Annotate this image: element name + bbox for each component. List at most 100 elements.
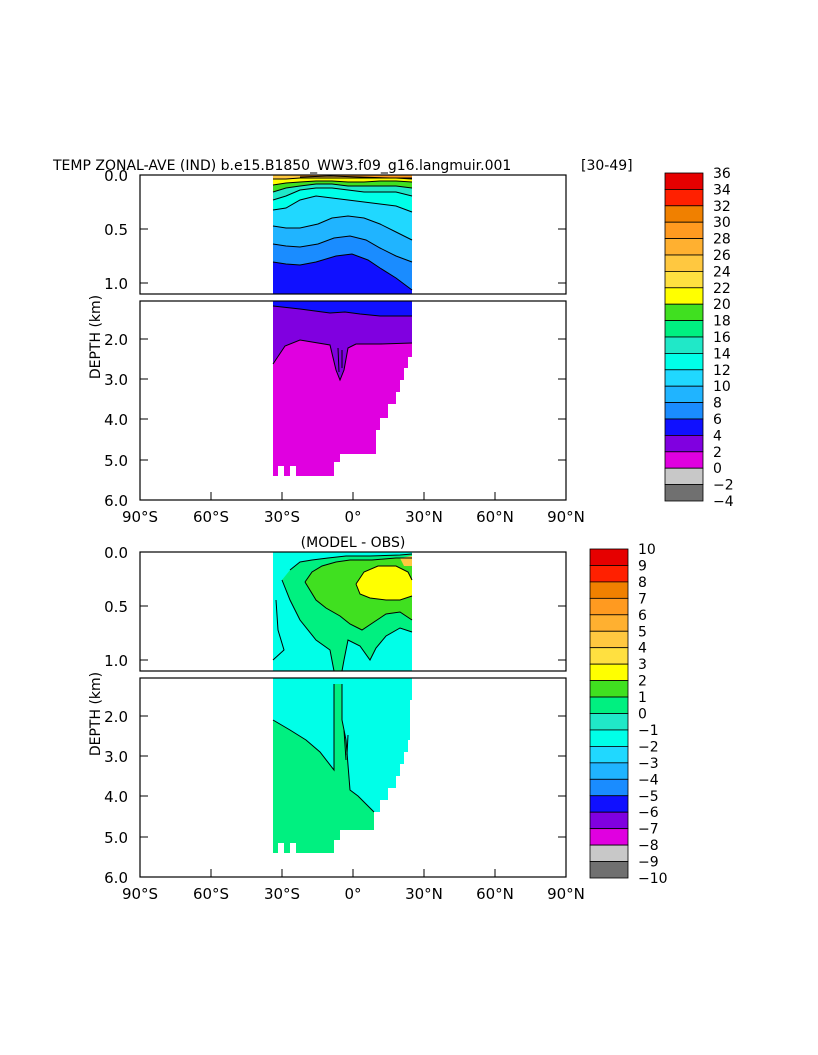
isotherm-band-12-14 <box>273 196 412 240</box>
top-lower-contour-lines <box>272 305 413 382</box>
x-tick-label: 60°N <box>476 885 514 903</box>
colorbar-swatch <box>589 861 629 879</box>
colorbar-swatch <box>664 451 704 469</box>
colorbar-swatch <box>589 795 629 813</box>
colorbar-swatch <box>589 630 629 649</box>
colorbar-label: 18 <box>713 314 731 330</box>
y-tick-label: 5.0 <box>104 452 128 470</box>
colorbar-label: −3 <box>638 756 659 772</box>
y-tick-label: 2.0 <box>104 708 128 726</box>
bias-region-0-1 <box>273 684 374 853</box>
colorbar-swatch <box>664 385 704 404</box>
colorbar-swatch <box>589 746 629 764</box>
colorbar-label: 9 <box>638 558 647 574</box>
x-tick-label: 90°N <box>547 885 585 903</box>
isotherm-band-16-18 <box>273 184 412 200</box>
colorbar-swatch <box>664 320 704 338</box>
y-tick-label: 1.0 <box>104 652 128 670</box>
isotherm-band-0-2 <box>273 340 412 476</box>
colorbar-label: −2 <box>713 478 734 494</box>
colorbar-swatch <box>664 270 704 289</box>
x-tick-label: 60°N <box>476 508 514 526</box>
colorbar-swatch <box>589 713 629 731</box>
bottom-y-tick-labels: 0.0 0.5 1.0 2.0 3.0 4.0 5.0 6.0 <box>104 544 128 887</box>
y-tick-label: 0.5 <box>104 598 128 616</box>
colorbar-label: 2 <box>713 445 722 461</box>
colorbar-swatch <box>589 597 629 616</box>
x-tick-label: 30°N <box>405 885 443 903</box>
colorbar-swatch <box>589 680 629 698</box>
colorbar-label: −1 <box>638 723 659 739</box>
colorbar-label: 8 <box>638 575 647 591</box>
y-tick-label: 3.0 <box>104 371 128 389</box>
colorbar-swatch <box>589 663 629 682</box>
top-x-tick-labels: 90°S 60°S 30°S 0° 30°N 60°N 90°N <box>122 508 585 526</box>
colorbar-label: −10 <box>638 871 668 887</box>
colorbar-swatch <box>589 614 629 632</box>
colorbar-label: 24 <box>713 264 731 280</box>
y-tick-label: 4.0 <box>104 411 128 429</box>
colorbar-label: 8 <box>713 396 722 412</box>
top-upper-contour-lines <box>272 175 413 291</box>
colorbar-swatch <box>664 352 704 371</box>
colorbar-swatch <box>664 484 704 502</box>
y-tick-label: 3.0 <box>104 748 128 766</box>
isotherm-band-2-4 <box>273 306 412 380</box>
colorbar-swatch <box>664 172 704 190</box>
colorbar-swatch <box>589 778 629 797</box>
colorbar-label: 20 <box>713 297 731 313</box>
top-lower-panel-fill <box>272 301 413 476</box>
bias-region-2-3 <box>356 566 412 600</box>
top-ticks <box>139 174 567 501</box>
y-tick-label: 0.5 <box>104 221 128 239</box>
colorbar-label: 4 <box>713 428 722 444</box>
colorbar-label: −5 <box>638 789 659 805</box>
colorbar-swatch <box>589 729 629 747</box>
isotherm-band-8-10 <box>273 236 412 290</box>
colorbar-label: 7 <box>638 591 647 607</box>
y-tick-label: 4.0 <box>104 788 128 806</box>
colorbar-label: 30 <box>713 215 731 231</box>
colorbar-swatch <box>664 205 704 223</box>
isotherm-band-10-12 <box>273 216 412 262</box>
isotherm-band-4-6 <box>273 301 412 316</box>
colorbar-label: 1 <box>638 690 647 706</box>
bottom-chart-title: (MODEL - OBS) <box>301 535 406 551</box>
y-tick-label: 5.0 <box>104 829 128 847</box>
colorbar-swatch <box>664 467 704 486</box>
colorbar-swatch <box>664 369 704 387</box>
colorbar-label: −8 <box>638 838 659 854</box>
colorbar-label: 26 <box>713 248 731 264</box>
top-chart-years: [30-49] <box>581 158 633 174</box>
colorbar-label: 6 <box>713 412 722 428</box>
colorbar-label: 10 <box>713 379 731 395</box>
bottom-upper-contour-lines <box>272 553 413 671</box>
top-upper-panel-frame <box>139 174 567 295</box>
colorbar-label: −2 <box>638 739 659 755</box>
bottom-upper-panel-frame <box>139 551 567 672</box>
colorbar-label: −4 <box>713 494 734 510</box>
colorbar-label: −9 <box>638 855 659 871</box>
colorbar-label: 36 <box>713 166 731 182</box>
colorbar-swatch <box>589 811 629 830</box>
y-tick-label: 1.0 <box>104 275 128 293</box>
colorbar-label: 16 <box>713 330 731 346</box>
x-tick-label: 60°S <box>193 508 229 526</box>
colorbar-label: −4 <box>638 772 659 788</box>
colorbar-label: 0 <box>713 461 722 477</box>
top-chart: TEMP ZONAL-AVE (IND) b.e15.B1850_WW3.f09… <box>52 158 734 526</box>
bottom-ticks <box>139 551 567 878</box>
colorbar-swatch <box>589 762 629 780</box>
bottom-chart: (MODEL - OBS) <box>88 535 668 903</box>
colorbar-label: 4 <box>638 641 647 657</box>
x-tick-label: 90°N <box>547 508 585 526</box>
isotherm-band-18-20 <box>273 181 412 192</box>
colorbar-label: 3 <box>638 657 647 673</box>
colorbar-swatch <box>664 418 704 436</box>
bottom-upper-panel-fill <box>272 552 413 671</box>
colorbar-swatch <box>664 434 704 453</box>
y-tick-label: 6.0 <box>104 869 128 887</box>
colorbar-label: 32 <box>713 199 731 215</box>
